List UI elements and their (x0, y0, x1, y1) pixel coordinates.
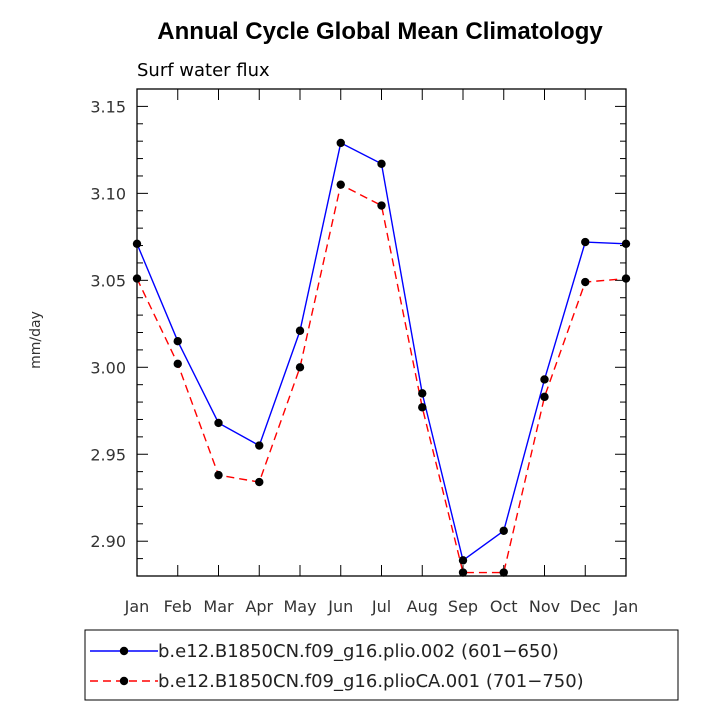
series-2-point (336, 180, 345, 189)
series-1-point (336, 138, 345, 148)
series-1-point (621, 239, 631, 248)
x-tick-label: Apr (245, 597, 273, 616)
series-1-point (295, 326, 305, 335)
legend: b.e12.B1850CN.f09_g16.plio.002 (601−650)… (90, 641, 584, 692)
series-1-point (173, 336, 182, 346)
series-2-point (621, 274, 631, 283)
legend-box (84, 629, 679, 701)
legend-marker-2 (119, 676, 129, 686)
x-tick-label: Jul (371, 597, 391, 616)
series-2-point (132, 274, 142, 283)
series-1-point (255, 441, 264, 450)
x-tick-label: Mar (203, 597, 234, 616)
series-2-point (540, 392, 549, 402)
series-2-point (214, 470, 223, 480)
series-line-2 (136, 183, 627, 574)
series-2-point (377, 201, 386, 210)
y-tick-label: 3.15 (90, 97, 126, 116)
y-axis-ticks: 3.15 3.10 3.05 3.00 2.95 2.90 (90, 97, 626, 560)
legend-label-1: b.e12.B1850CN.f09_g16.plio.002 (601−650) (158, 641, 559, 662)
series-1-point (418, 389, 427, 398)
series-1-point (499, 526, 508, 535)
series-2-point (173, 359, 182, 369)
series-1-point (377, 159, 386, 168)
x-tick-label: Sep (448, 597, 478, 616)
y-tick-label: 3.10 (90, 184, 126, 203)
legend-label-2: b.e12.B1850CN.f09_g16.plioCA.001 (701−75… (158, 671, 584, 692)
series-layer (132, 138, 631, 577)
x-tick-label: Dec (570, 597, 601, 616)
series-2-point (295, 363, 305, 372)
y-tick-label: 3.05 (90, 271, 126, 290)
series-2-point (255, 477, 264, 487)
x-axis-ticks: Jan Feb Mar Apr May Jun Jul Aug Sep Oct Nov Dec Jan (124, 89, 639, 616)
series-1-point (458, 556, 468, 565)
y-tick-label: 2.95 (90, 445, 126, 464)
series-1-point (214, 418, 223, 428)
x-tick-label: Nov (529, 597, 560, 616)
series-1-point (132, 239, 142, 248)
series-2-point (418, 403, 427, 412)
chart-subtitle: Surf water flux (137, 60, 270, 81)
y-axis-label: mm/day (28, 311, 44, 369)
chart-title: Annual Cycle Global Mean Climatology (157, 18, 603, 45)
x-tick-label: Oct (490, 597, 518, 616)
series-2-point (458, 568, 468, 577)
legend-marker-1 (119, 646, 129, 656)
y-tick-label: 2.90 (90, 532, 126, 551)
series-1-point (581, 237, 590, 247)
y-tick-label: 3.00 (90, 358, 126, 377)
x-tick-label: Jun (327, 597, 353, 616)
x-tick-label: May (283, 597, 316, 616)
series-2-point (581, 277, 590, 287)
x-tick-label: Jan (124, 597, 150, 616)
series-1-point (540, 375, 549, 384)
x-tick-label: Jan (613, 597, 639, 616)
x-tick-label: Feb (164, 597, 192, 616)
x-tick-label: Aug (407, 597, 438, 616)
series-2-point (499, 568, 508, 577)
